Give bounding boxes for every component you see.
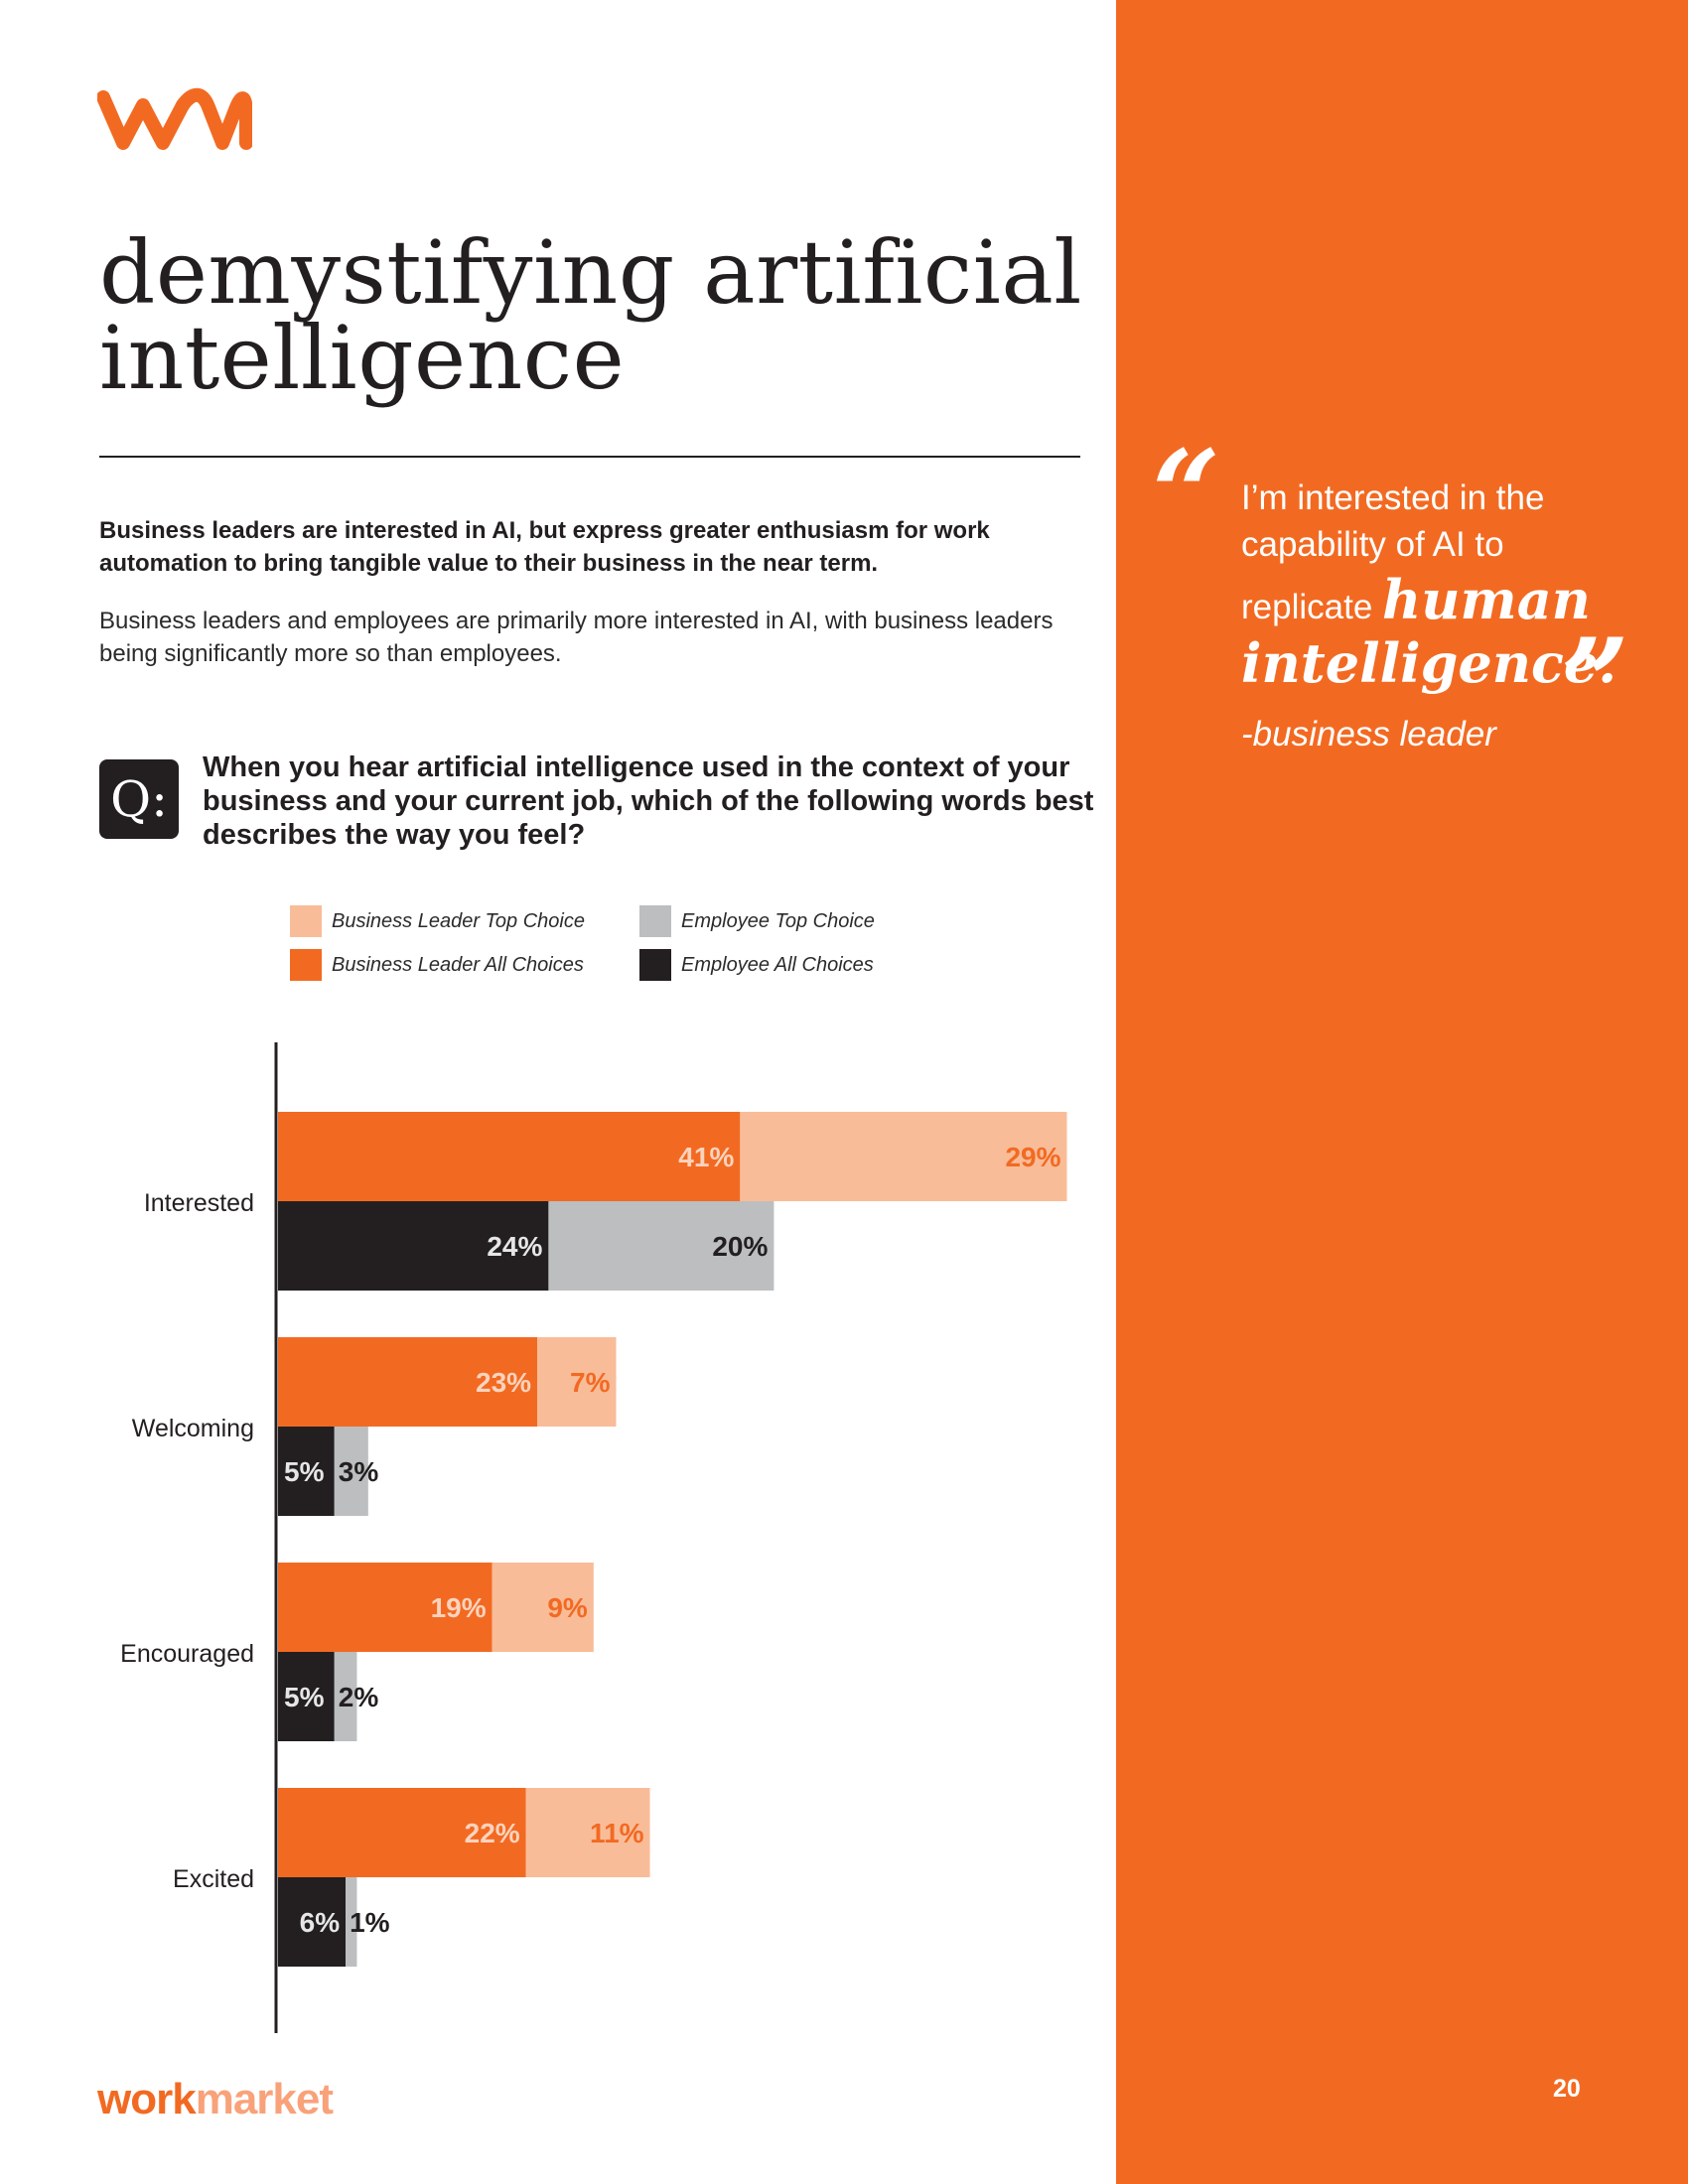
legend-item-employee-top: Employee Top Choice xyxy=(639,905,875,937)
bar-value-label: 3% xyxy=(339,1456,379,1487)
category-label: Encouraged xyxy=(120,1640,254,1668)
bar-segment xyxy=(278,1201,549,1291)
brand-part: market xyxy=(195,2075,334,2123)
bar-chart: 41% 29% 24% 20% Interested 23% 7% 5% 3% Welcoming… xyxy=(120,1042,1067,2033)
bar-value-label: 19% xyxy=(431,1592,487,1623)
legend-label: Employee All Choices xyxy=(681,953,874,976)
question-badge: Q: xyxy=(99,759,179,839)
bar-value-label: 1% xyxy=(350,1907,390,1938)
bar-segment xyxy=(740,1112,1067,1201)
legend-item-business-leader-top: Business Leader Top Choice xyxy=(290,905,585,937)
sidebar-quote: I’m interested in the capability of AI t… xyxy=(1241,475,1658,695)
bar-value-label: 7% xyxy=(570,1367,611,1398)
quote-line: capability of AI to xyxy=(1241,525,1504,564)
legend-label: Business Leader All Choices xyxy=(332,953,584,976)
bar-segment xyxy=(278,1337,538,1427)
bar-value-label: 6% xyxy=(300,1907,341,1938)
bar-segment xyxy=(278,1112,741,1201)
lead-paragraph: Business leaders are interested in AI, b… xyxy=(99,517,990,577)
bar-segment xyxy=(334,1427,368,1516)
page-title: demystifying artificial intelligence xyxy=(99,221,1082,409)
category-label: Welcoming xyxy=(132,1415,254,1442)
legend-label: Business Leader Top Choice xyxy=(332,909,585,932)
legend-item-employee-all: Employee All Choices xyxy=(639,949,874,981)
bar-segment xyxy=(334,1652,357,1741)
bar-segment xyxy=(548,1201,774,1291)
title-divider xyxy=(99,456,1080,458)
quote-script-word: human xyxy=(1382,568,1591,631)
bar-segment xyxy=(278,1427,335,1516)
bar-value-label: 9% xyxy=(547,1592,588,1623)
bar-segment xyxy=(525,1788,650,1877)
body-paragraph: Business leaders and employees are prima… xyxy=(99,608,1054,667)
legend-item-business-leader-all: Business Leader All Choices xyxy=(290,949,584,981)
bar-segment xyxy=(537,1337,617,1427)
chart-legend: Business Leader Top Choice Employee Top … xyxy=(290,905,985,985)
bar-value-label: 22% xyxy=(465,1818,520,1848)
brand-wordmark: workmarket xyxy=(97,2075,334,2124)
quote-close-mark: ” xyxy=(1561,613,1630,752)
bar-value-label: 20% xyxy=(712,1231,768,1262)
bar-value-label: 5% xyxy=(284,1682,325,1712)
bar-value-label: 24% xyxy=(487,1231,542,1262)
legend-swatch xyxy=(639,949,671,981)
quote-line: I’m interested in the xyxy=(1241,478,1545,517)
workmarket-logo-icon xyxy=(97,87,252,150)
bar-segment xyxy=(278,1788,526,1877)
quote-attribution: -business leader xyxy=(1241,715,1496,753)
quote-script-line: intelligence. xyxy=(1241,631,1618,695)
bar-value-label: 5% xyxy=(284,1456,325,1487)
bar-value-label: 2% xyxy=(339,1682,379,1712)
bar-segment xyxy=(492,1563,594,1652)
page-number: 20 xyxy=(1553,2075,1581,2103)
legend-swatch xyxy=(290,905,322,937)
quote-line-with-script: replicate human xyxy=(1241,568,1658,631)
brand-part: work xyxy=(97,2075,197,2123)
category-label: Excited xyxy=(173,1865,254,1893)
bar-value-label: 11% xyxy=(590,1818,644,1848)
legend-label: Employee Top Choice xyxy=(681,909,875,932)
sidebar-panel xyxy=(1116,0,1688,2184)
category-label: Interested xyxy=(144,1189,254,1217)
bar-segment xyxy=(278,1652,335,1741)
bar-value-label: 23% xyxy=(476,1367,531,1398)
legend-swatch xyxy=(639,905,671,937)
bar-value-label: 41% xyxy=(678,1142,734,1172)
bar-segment xyxy=(278,1563,492,1652)
legend-swatch xyxy=(290,949,322,981)
bar-value-label: 29% xyxy=(1005,1142,1060,1172)
quote-open-mark: “ xyxy=(1152,424,1221,564)
quote-word: replicate xyxy=(1241,588,1373,626)
bar-segment xyxy=(346,1877,357,1967)
bar-segment xyxy=(278,1877,347,1967)
question-text: When you hear artificial intelligence us… xyxy=(203,751,1094,851)
